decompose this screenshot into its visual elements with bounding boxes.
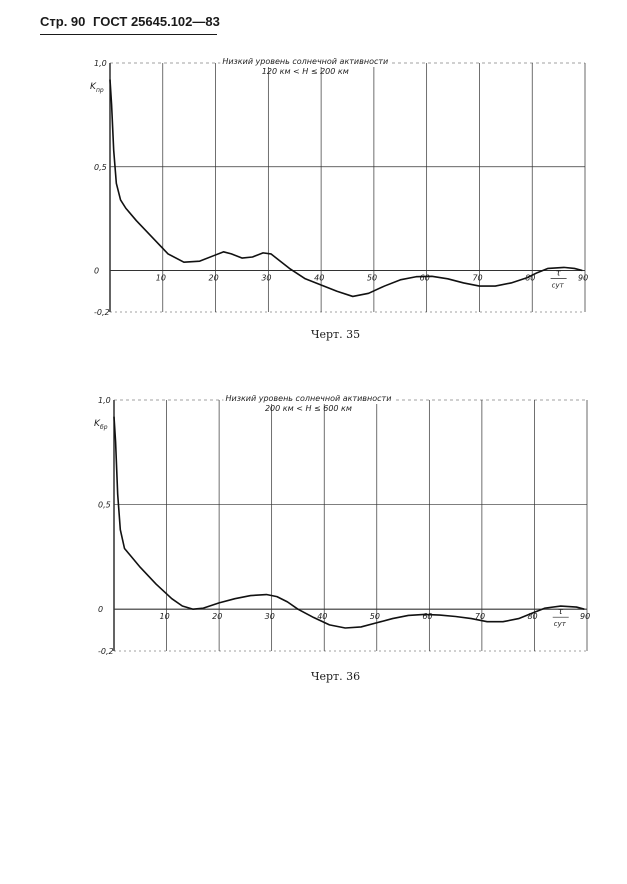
y-tick-label: 1,0 [94,59,107,68]
legend-line-1: Низкий уровень солнечной активности [225,394,391,403]
x-axis-label-denominator: сут [552,282,565,290]
y-axis-label: K [94,419,101,429]
x-tick-label: 70 [475,612,485,621]
y-tick-label: 0,5 [94,163,107,172]
x-tick-label: 60 [420,274,430,283]
legend-line-1: Низкий уровень солнечной активности [222,57,388,66]
figure-caption: Черт. 36 [311,670,361,683]
legend-background [220,55,391,67]
figure-caption: Черт. 35 [311,328,361,341]
y-axis-label-subscript: пр [96,87,104,94]
legend-background [223,392,394,404]
y-tick-label: 0,5 [98,501,111,510]
x-tick-label: 30 [265,612,275,621]
x-tick-label: 40 [317,612,327,621]
x-tick-label: 10 [156,274,166,283]
legend-line-2: 120 км < H ≤ 200 км [262,67,349,76]
x-tick-label: 90 [578,274,588,283]
x-tick-label: 70 [472,274,482,283]
series-line [113,416,585,629]
x-tick-label: 60 [422,612,432,621]
chart-35: 10 20 30 40 50 60 70 80 90 1,0 0,5 0 -0,2 K пр τ сут Низк… [90,55,588,317]
legend-line-2: 200 км < H ≤ 600 км [265,404,352,413]
x-tick-label: 30 [261,274,271,283]
x-tick-label: 50 [367,274,377,283]
y-axis-label: K [90,82,97,92]
page-label: Стр. 90 [40,14,86,29]
x-tick-label: 20 [209,274,219,283]
x-tick-label: 90 [580,612,590,621]
chart-36: 10 20 30 40 50 60 70 80 90 1,0 0,5 0 -0,2 K бр τ сут Низк… [94,392,590,656]
x-tick-label: 50 [370,612,380,621]
y-tick-label: -0,2 [94,308,110,317]
x-axis-label-numerator: τ [556,269,562,279]
y-tick-label: 1,0 [98,396,111,405]
y-tick-label: 0 [98,605,103,614]
y-tick-label: -0,2 [98,647,114,656]
x-tick-label: 10 [160,612,170,621]
standard-number: ГОСТ 25645.102—83 [93,14,220,29]
series-line [109,79,583,298]
header-rule [40,34,217,35]
y-axis-label-subscript: бр [100,424,108,431]
y-tick-label: 0 [94,267,99,276]
x-tick-label: 80 [525,274,535,283]
page-header: Стр. 90 ГОСТ 25645.102—83 [40,14,224,29]
x-axis-label-numerator: τ [558,607,564,617]
x-axis-label-denominator: сут [554,620,567,628]
x-tick-label: 80 [527,612,537,621]
x-tick-label: 40 [314,274,324,283]
x-tick-label: 20 [212,612,222,621]
